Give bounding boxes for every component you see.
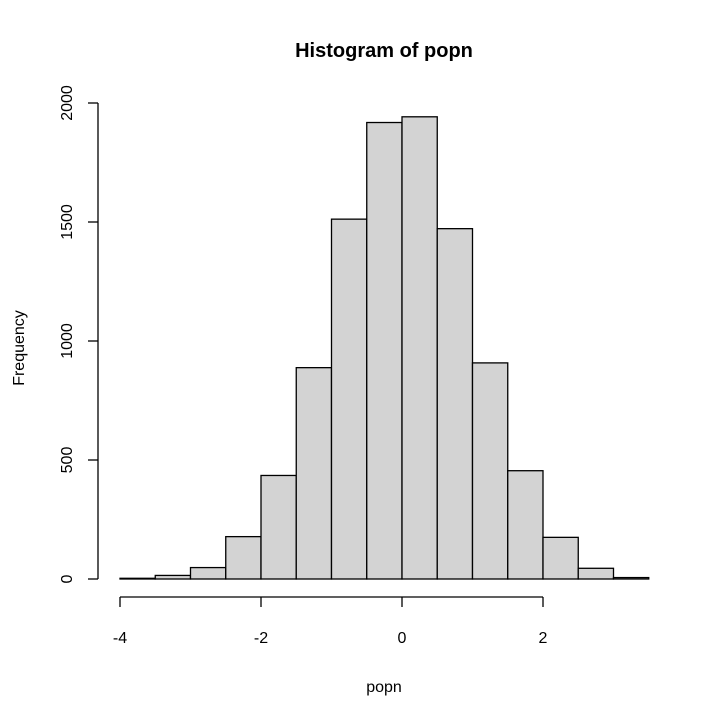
histogram-bar-13 — [577, 567, 615, 580]
x-axis-label: popn — [366, 679, 402, 696]
histogram-bar-2 — [189, 566, 227, 580]
histogram-bar-10 — [471, 362, 509, 580]
y-axis: 0 500 1000 1500 2000 — [59, 85, 99, 583]
histogram-bar-8 — [401, 116, 438, 580]
x-tick-label: -4 — [113, 630, 127, 647]
chart-title: Histogram of popn — [295, 40, 473, 62]
histogram-bar-11 — [507, 470, 544, 580]
histogram-bar-14 — [612, 576, 650, 580]
x-axis: -4 -2 0 2 — [113, 596, 548, 647]
histogram-bar-0 — [119, 577, 156, 580]
y-tick-label: 1500 — [59, 204, 76, 240]
histogram-bar-3 — [225, 535, 262, 580]
y-axis-label: Frequency — [11, 310, 28, 386]
histogram-bar-1 — [154, 574, 192, 580]
x-tick-label: 2 — [539, 630, 548, 647]
y-tick-label: 0 — [59, 574, 76, 583]
histogram-bar-4 — [260, 474, 297, 580]
histogram-bar-5 — [295, 367, 333, 580]
x-tick-label: -2 — [254, 630, 268, 647]
y-tick-label: 1000 — [59, 323, 76, 359]
y-tick-label: 2000 — [59, 85, 76, 121]
histogram-bar-7 — [366, 121, 403, 580]
histogram-bar-9 — [436, 228, 474, 580]
bars-group — [119, 116, 650, 580]
histogram-bar-6 — [330, 218, 368, 580]
y-tick-label: 500 — [59, 447, 76, 474]
x-tick-label: 0 — [398, 630, 407, 647]
histogram-bar-12 — [542, 536, 579, 580]
